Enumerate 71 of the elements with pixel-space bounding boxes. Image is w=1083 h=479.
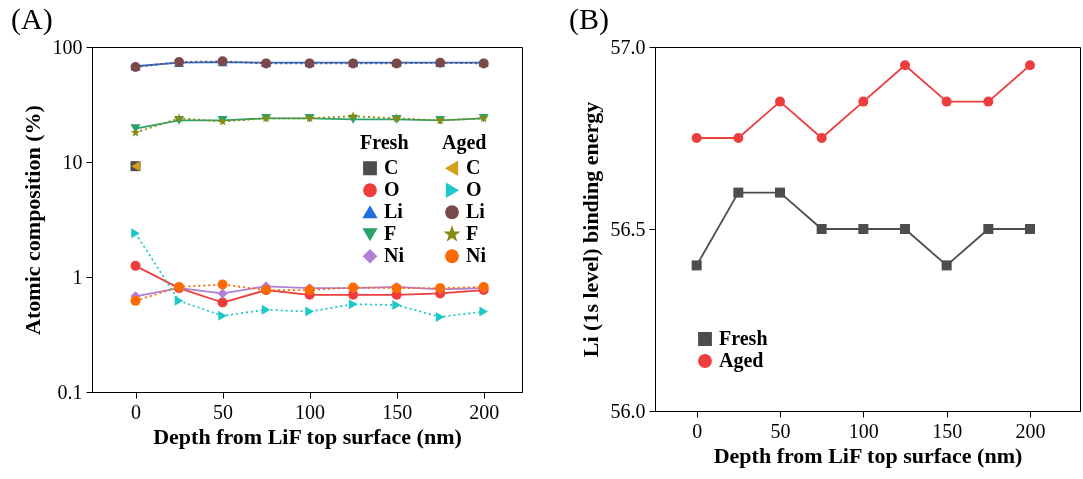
text: Aged — [442, 131, 487, 154]
point — [983, 224, 994, 234]
point — [775, 96, 785, 107]
point — [858, 96, 869, 107]
x-tick-label: 0 — [131, 400, 142, 423]
x-axis-title: Depth from LiF top surface (nm) — [153, 423, 462, 449]
point — [900, 60, 910, 71]
legend-label: Ni — [384, 244, 405, 267]
point — [261, 304, 271, 315]
point — [1025, 224, 1035, 234]
point — [217, 297, 228, 308]
point — [435, 311, 445, 322]
legend-label: O — [466, 178, 482, 201]
y-tick-label: 10 — [62, 150, 83, 173]
chart-title: (B) — [569, 2, 609, 36]
point — [348, 111, 358, 121]
y-axis-title: Li (1s level) binding energy — [577, 101, 603, 358]
point — [691, 260, 702, 271]
legend-label: F — [466, 222, 479, 245]
x-tick-label: 200 — [1015, 419, 1046, 442]
x-tick-label: 50 — [770, 419, 791, 442]
legend-label: Li — [466, 200, 486, 223]
legend-label: C — [384, 156, 399, 179]
point — [1025, 60, 1035, 71]
point — [131, 228, 140, 239]
x-tick-label: 100 — [848, 419, 879, 442]
y-tick-label: 56.0 — [610, 399, 646, 422]
point — [130, 295, 141, 306]
point — [691, 133, 702, 143]
point — [218, 310, 227, 321]
point — [816, 224, 827, 234]
text: Fresh — [360, 131, 409, 154]
point — [392, 300, 401, 311]
x-tick-label: 100 — [295, 400, 326, 423]
point — [479, 306, 489, 317]
y-tick-label: 0.1 — [57, 380, 83, 403]
y-tick-label: 57.0 — [610, 35, 646, 58]
point — [217, 288, 228, 299]
point — [983, 96, 994, 107]
y-tick-label: 100 — [52, 35, 83, 58]
y-tick-label: 56.5 — [610, 217, 646, 240]
y-axis-title: Atomic composition (%) — [19, 105, 45, 335]
legend-label: Ni — [466, 244, 487, 267]
point — [130, 127, 141, 137]
point — [305, 306, 314, 317]
legend-label: C — [466, 156, 481, 179]
x-tick-label: 0 — [692, 419, 703, 442]
point — [733, 133, 744, 143]
x-tick-label: 150 — [932, 419, 963, 442]
point — [733, 187, 744, 198]
point — [900, 224, 910, 234]
legend-label: Aged — [719, 349, 764, 372]
y-tick-label: 1 — [72, 265, 83, 288]
legend-label: O — [384, 178, 400, 201]
point — [217, 279, 228, 290]
point — [941, 260, 952, 271]
legend-label: Li — [384, 200, 404, 223]
x-tick-label: 150 — [382, 400, 413, 423]
point — [130, 260, 141, 271]
x-tick-label: 50 — [213, 400, 234, 423]
point — [941, 96, 952, 107]
chart-title: (A) — [11, 2, 53, 36]
x-axis-title: Depth from LiF top surface (nm) — [713, 442, 1023, 468]
point — [174, 295, 184, 306]
point — [348, 299, 358, 310]
legend-label: F — [384, 222, 397, 245]
point — [775, 187, 785, 198]
x-tick-label: 200 — [469, 400, 500, 423]
point — [816, 133, 827, 143]
legend-label: Fresh — [719, 327, 768, 349]
point — [858, 224, 869, 234]
